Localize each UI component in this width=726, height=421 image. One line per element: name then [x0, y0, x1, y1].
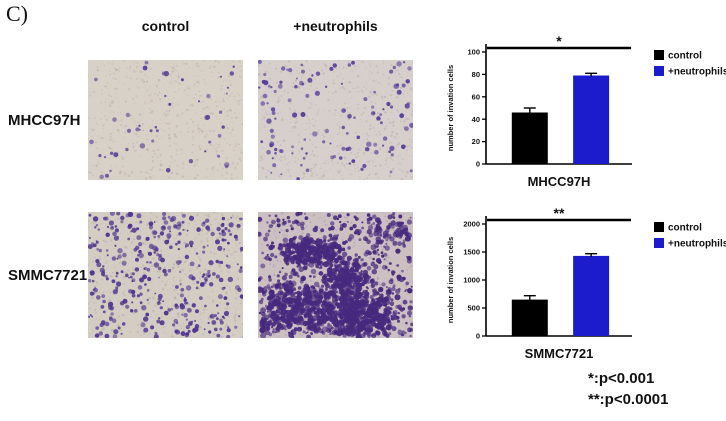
- legend-label-neutrophils: +neutrophils: [668, 239, 726, 250]
- y-tick-label: 2000: [463, 220, 480, 229]
- bar-control: [511, 299, 548, 336]
- y-tick-label: 1000: [463, 276, 480, 285]
- legend-swatch-neutrophils: [654, 66, 664, 76]
- chart-smmc7721: 0 500 1000 1500 2000 number of invation cells…: [440, 205, 726, 382]
- y-tick-label: 1500: [463, 248, 480, 257]
- y-tick-label: 80: [472, 70, 480, 79]
- mhcc97h-neutrophils-image: [258, 60, 413, 180]
- SMMC7721-bar-chart: 0 500 1000 1500 2000 number of invation cells…: [446, 205, 726, 361]
- y-tick-label: 500: [467, 304, 480, 313]
- significance-footnotes: *:p<0.001 **:p<0.0001: [588, 368, 668, 410]
- y-tick-label: 100: [467, 48, 480, 57]
- bar-neutrophils: [573, 255, 610, 336]
- y-axis-label: number of invation cells: [446, 65, 455, 151]
- y-tick-label: 0: [476, 332, 480, 341]
- legend-swatch-neutrophils: [654, 238, 664, 248]
- micrograph-mhcc97h-control: [88, 60, 243, 180]
- row-label-mhcc97h: MHCC97H: [8, 111, 81, 129]
- chart-mhcc97h: 0 20 40 60 80 100 number of invation cells * MHC…: [440, 33, 726, 210]
- chart-title: MHCC97H: [528, 174, 591, 189]
- micrograph-smmc7721-control: [88, 212, 243, 338]
- column-header-control: control: [141, 18, 190, 34]
- smmc7721-neutrophils-image: [258, 212, 413, 338]
- smmc7721-control-image: [88, 212, 243, 338]
- panel-label: C): [6, 1, 28, 26]
- y-tick-label: 0: [476, 160, 480, 169]
- legend-label-control: control: [668, 223, 702, 234]
- legend-swatch-control: [654, 50, 664, 60]
- legend-swatch-control: [654, 222, 664, 232]
- micrograph-mhcc97h-neutrophils: [258, 60, 413, 180]
- bar-control: [511, 112, 548, 164]
- y-tick-label: 20: [472, 137, 480, 146]
- column-header-neutrophils: +neutrophils: [293, 18, 378, 34]
- micrograph-smmc7721-neutrophils: [258, 212, 413, 338]
- legend-label-neutrophils: +neutrophils: [668, 67, 726, 78]
- significance-asterisk: *: [556, 34, 562, 49]
- y-tick-label: 40: [472, 115, 480, 124]
- significance-asterisk: **: [554, 206, 565, 221]
- footnote-significance-2: **:p<0.0001: [588, 391, 669, 408]
- MHCC97H-bar-chart: 0 20 40 60 80 100 number of invation cells * MHC…: [446, 33, 726, 189]
- footnote-significance-1: *:p<0.001: [588, 370, 655, 387]
- y-axis-label: number of invation cells: [446, 237, 455, 323]
- row-label-smmc7721: SMMC7721: [8, 266, 88, 284]
- mhcc97h-control-image: [88, 60, 243, 180]
- y-tick-label: 60: [472, 92, 480, 101]
- legend-label-control: control: [668, 51, 702, 62]
- chart-title: SMMC7721: [525, 346, 594, 361]
- bar-neutrophils: [573, 75, 610, 164]
